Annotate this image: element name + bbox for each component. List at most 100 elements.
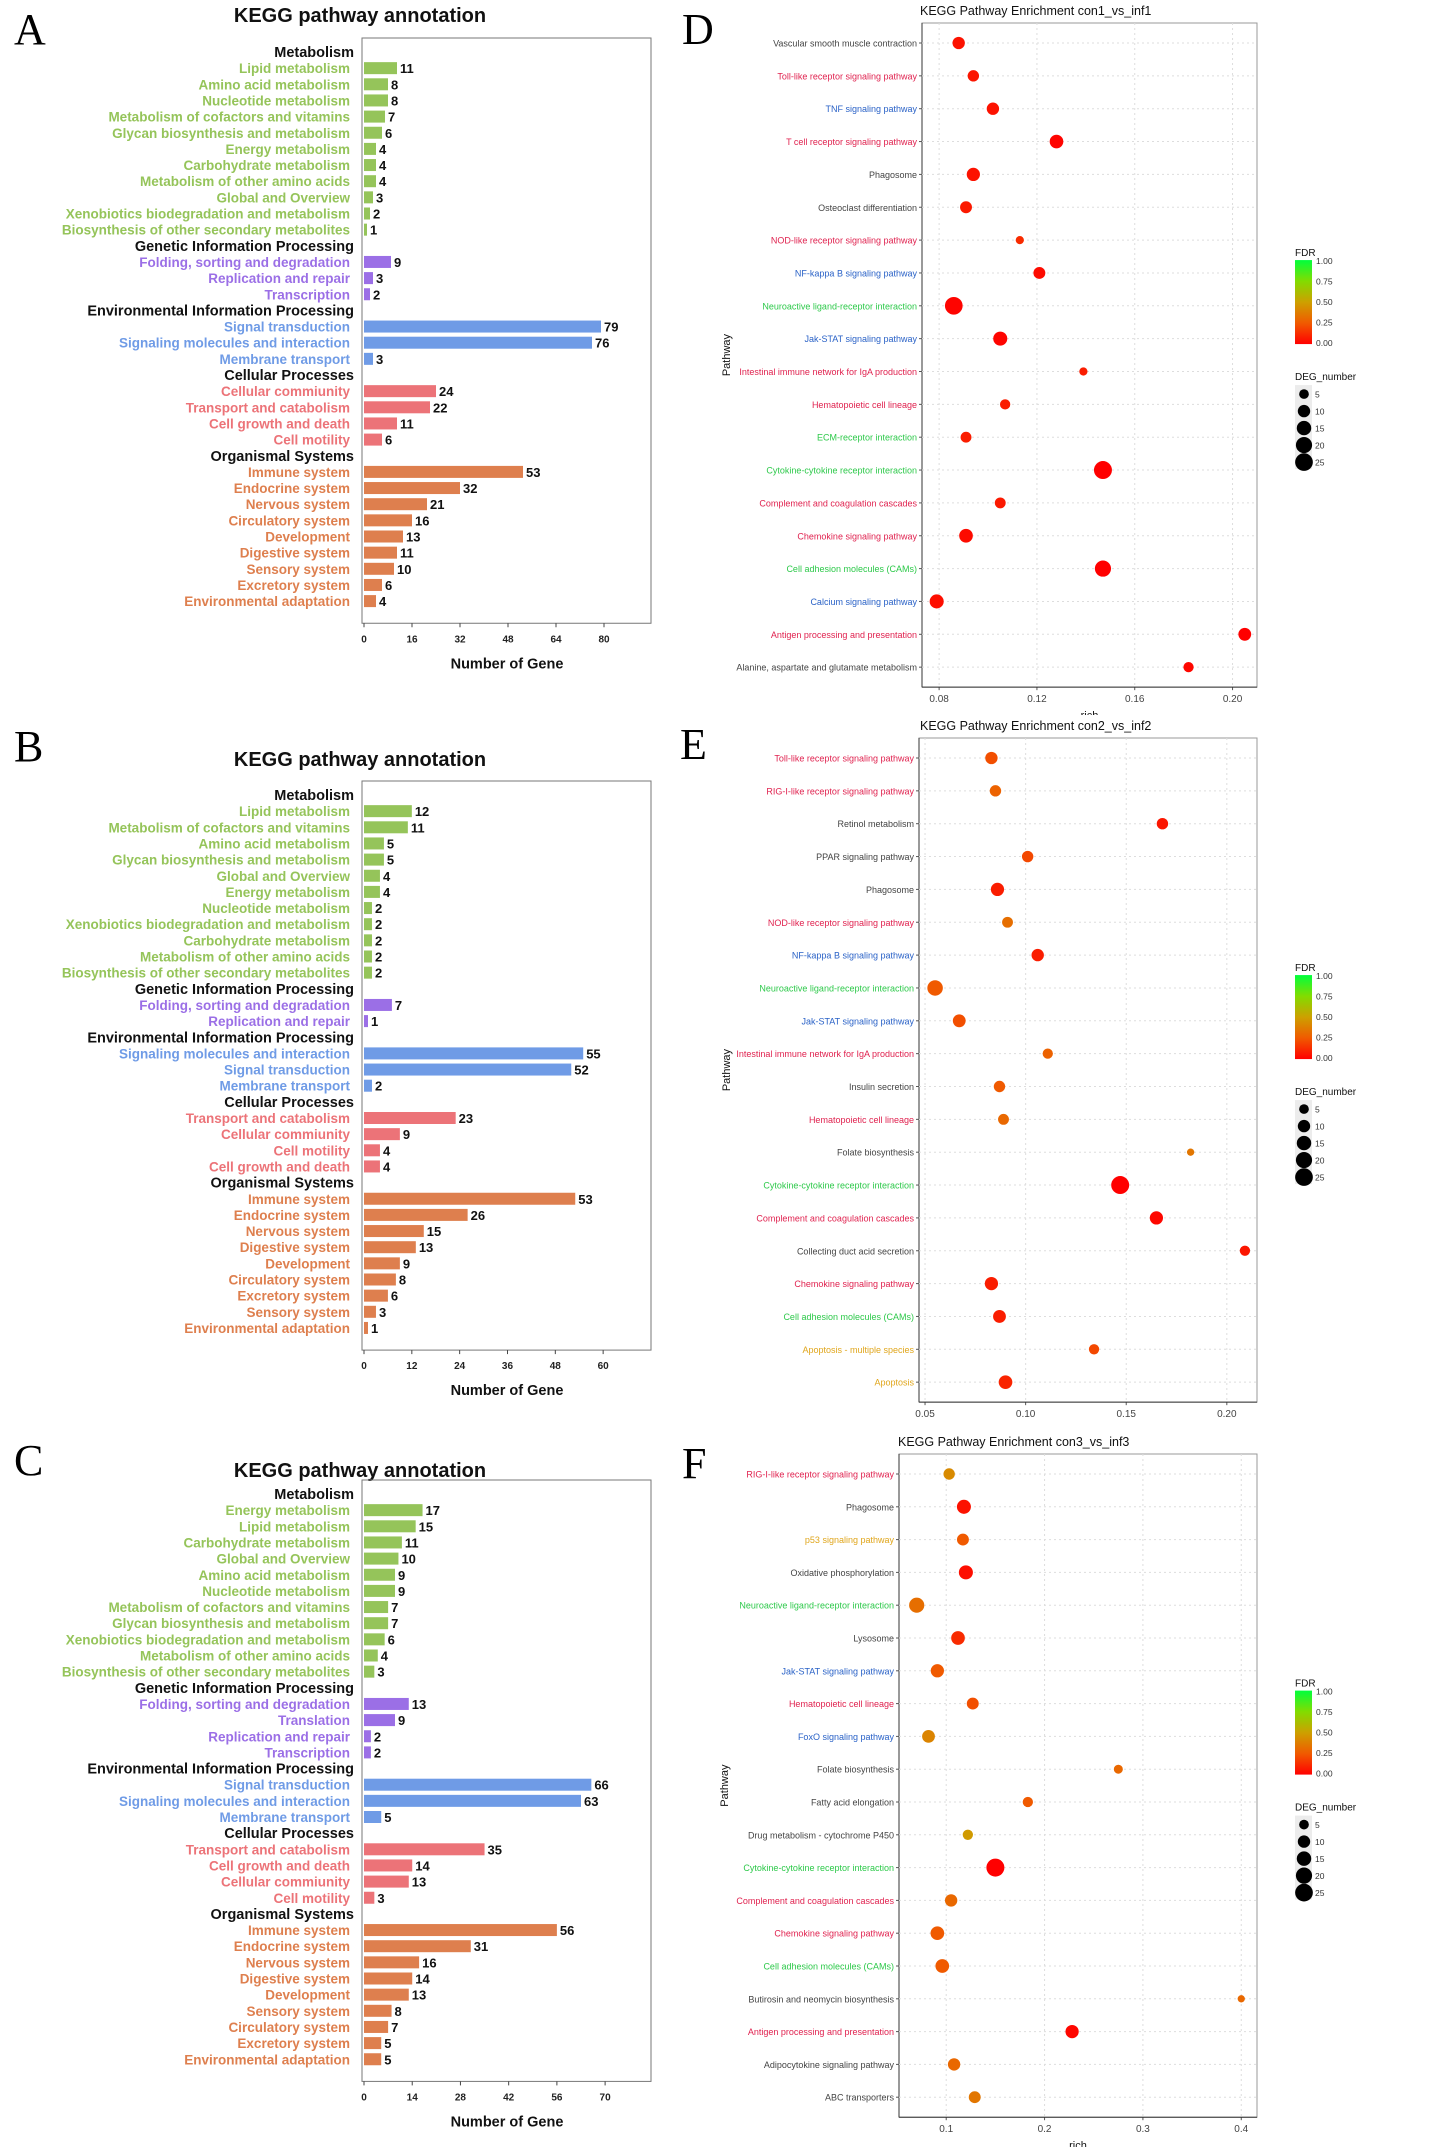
category-label: Transport and catabolism — [186, 1111, 350, 1126]
category-label: Immune system — [248, 1923, 350, 1938]
category-label: Environmental adaptation — [184, 594, 350, 609]
bar — [364, 1633, 385, 1646]
size-legend-label: 15 — [1315, 1139, 1325, 1149]
x-axis-label: rich — [1069, 2140, 1087, 2147]
enrichment-dot — [968, 2091, 981, 2104]
bar-value-label: 56 — [560, 1923, 574, 1938]
category-label: Translation — [278, 1713, 350, 1728]
bar — [364, 805, 412, 818]
bar-value-label: 8 — [391, 93, 398, 108]
group-header: Environmental Information Processing — [87, 1030, 354, 1046]
bar — [364, 417, 397, 430]
size-legend-label: 10 — [1315, 407, 1325, 417]
bar — [364, 1924, 557, 1937]
pathway-label: Neuroactive ligand-receptor interaction — [739, 1601, 894, 1611]
bar — [364, 1144, 380, 1157]
bar — [364, 1891, 375, 1904]
bar — [364, 1112, 456, 1124]
enrichment-dot — [1156, 817, 1169, 830]
x-tick-label: 56 — [551, 2092, 563, 2103]
enrichment-dot — [998, 1375, 1013, 1389]
bar-value-label: 53 — [526, 465, 540, 480]
bar — [364, 1257, 400, 1270]
bar-value-label: 4 — [379, 158, 387, 173]
pathway-label: Lysosome — [853, 1634, 894, 1644]
category-label: Circulatory system — [228, 2020, 350, 2035]
enrichment-dot — [944, 1894, 958, 1907]
bar-value-label: 4 — [383, 885, 391, 900]
bar-value-label: 3 — [376, 271, 383, 286]
pathway-label: Apoptosis — [874, 1378, 914, 1388]
bar-value-label: 4 — [383, 869, 391, 884]
x-tick-label: 0 — [361, 1361, 367, 1372]
chart-title: KEGG Pathway Enrichment con3_vs_inf3 — [898, 1435, 1129, 1449]
bar-value-label: 53 — [578, 1192, 592, 1207]
x-tick-label: 80 — [598, 634, 610, 645]
size-legend-dot — [1296, 1851, 1312, 1866]
size-legend-label: 20 — [1315, 441, 1325, 451]
x-tick-label: 0.20 — [1223, 694, 1243, 705]
category-label: Digestive system — [240, 546, 350, 561]
bar — [364, 1956, 420, 1969]
pathway-label: Cytokine-cytokine receptor interaction — [766, 466, 917, 476]
bar — [364, 272, 373, 285]
pathway-label: Cell adhesion molecules (CAMs) — [786, 564, 917, 574]
category-label: Signal transduction — [224, 1778, 350, 1793]
enrichment-dot — [993, 1310, 1006, 1323]
x-tick-label: 0.4 — [1234, 2124, 1248, 2135]
bar-value-label: 32 — [463, 481, 477, 496]
size-legend-label: 25 — [1315, 1173, 1325, 1183]
category-label: Signaling molecules and interaction — [119, 336, 350, 351]
category-label: Transport and catabolism — [186, 1842, 350, 1857]
bar-value-label: 2 — [374, 1729, 381, 1744]
bar — [364, 191, 373, 204]
pathway-label: Intestinal immune network for IgA produc… — [736, 1049, 914, 1059]
pathway-label: Cell adhesion molecules (CAMs) — [763, 1962, 894, 1972]
x-tick-label: 48 — [502, 634, 514, 645]
bar — [364, 1192, 576, 1205]
panel-d: D KEGG Pathway Enrichment con1_vs_inf1 0.… — [680, 0, 1432, 722]
bar-value-label: 6 — [385, 126, 392, 141]
bar — [364, 78, 388, 91]
size-legend-label: 15 — [1315, 1854, 1325, 1864]
category-label: Digestive system — [240, 1240, 350, 1255]
plot-frame — [898, 1453, 1258, 2118]
plot-frame — [361, 1479, 652, 2082]
pathway-label: Phagosome — [866, 885, 914, 895]
bar — [364, 1778, 592, 1791]
x-tick-label: 42 — [503, 2092, 515, 2103]
x-tick-label: 12 — [406, 1361, 418, 1372]
enrichment-dot — [986, 1858, 1005, 1877]
size-legend-title: DEG_number — [1295, 1087, 1357, 1098]
bar — [364, 1875, 409, 1888]
category-label: Circulatory system — [228, 1273, 350, 1288]
size-legend-dot — [1295, 453, 1313, 471]
bar — [364, 966, 372, 979]
category-label: Metabolism of other amino acids — [140, 174, 350, 189]
pathway-label: Jak-STAT signaling pathway — [804, 334, 917, 344]
enrichment-dot — [1049, 134, 1064, 149]
x-axis-label: Number of Gene — [451, 656, 564, 672]
category-label: Cell motility — [273, 433, 350, 448]
x-tick-label: 28 — [455, 2092, 467, 2103]
enrichment-dot — [944, 296, 963, 315]
bar — [364, 837, 384, 850]
bar-value-label: 6 — [388, 1632, 395, 1647]
bar — [364, 934, 372, 947]
category-label: Carbohydrate metabolism — [183, 933, 350, 948]
x-axis-label: Number of Gene — [451, 1383, 564, 1399]
bar-value-label: 11 — [400, 546, 414, 561]
pathway-label: Complement and coagulation cascades — [736, 1896, 894, 1906]
bar — [364, 918, 372, 931]
pathway-label: Calcium signaling pathway — [810, 597, 917, 607]
enrichment-dot — [1042, 1048, 1053, 1059]
category-label: Cell growth and death — [209, 1159, 350, 1174]
bar-value-label: 9 — [403, 1256, 410, 1271]
panel-b: B KEGG pathway annotation Metabolism Lipid… — [0, 715, 680, 1415]
bar-value-label: 5 — [384, 2052, 391, 2067]
bar — [364, 288, 370, 301]
x-tick-label: 0.08 — [929, 694, 949, 705]
pathway-label: Alanine, aspartate and glutamate metabol… — [736, 663, 917, 673]
bar-value-label: 66 — [594, 1778, 608, 1793]
plot-frame — [921, 22, 1258, 688]
